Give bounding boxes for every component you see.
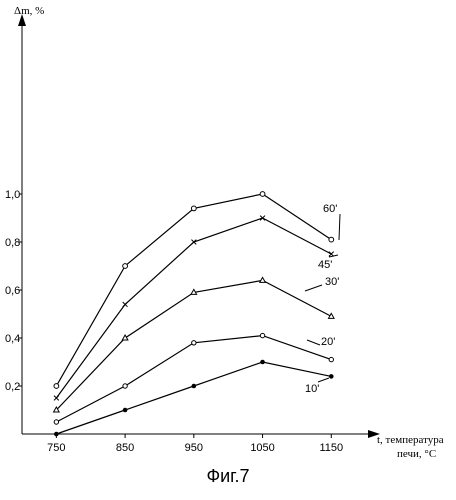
series-label: 45' [318,259,332,271]
y-tick-label: 0,8 [5,237,20,249]
data-point [123,302,128,307]
series-2: 45' [54,216,338,401]
x-tick-label: 750 [47,442,65,454]
data-point [123,384,127,388]
series-label-leader [305,285,322,291]
x-tick-label: 850 [116,442,134,454]
series-line [56,362,331,434]
y-tick-label: 0,4 [5,333,20,345]
figure-caption: Фиг.7 [0,466,456,487]
y-tick-label: 0,2 [5,381,20,393]
data-point [260,192,265,197]
series-1: 60' [54,192,340,389]
data-point [123,408,128,413]
series-label: 20' [321,336,335,348]
axes: Δm, % t, температура печи, °С [14,5,444,460]
data-point [54,432,59,437]
series-line [56,336,331,422]
series-label: 10' [305,383,319,395]
data-point [191,289,197,294]
data-point [260,333,264,337]
series-label: 60' [323,203,337,215]
x-tick-label: 1050 [250,442,274,454]
series-label-leader [307,340,320,345]
data-point [191,206,196,211]
data-point [329,357,333,361]
series-label-leader [318,378,329,382]
x-axis-title-line2: печи, °С [397,448,436,460]
data-point [260,360,265,365]
y-tick-label: 0,6 [5,285,20,297]
data-point [54,396,59,401]
series-5: 10' [54,360,334,437]
data-point [54,420,58,424]
data-point [328,313,334,318]
x-axis-title-line1: t, температура [377,434,444,446]
data-point [192,341,196,345]
series-4: 20' [54,333,335,424]
series-line [56,218,331,398]
ticks: 750 850 950 1050 1150 0,2 0,4 0,6 0,8 1,0 [5,189,343,454]
data-point [123,264,128,269]
data-point [329,237,334,242]
series-label-leader [339,214,340,240]
data-point [329,374,334,379]
series-label: 30' [325,276,339,288]
data-point [192,384,197,389]
data-point [54,384,59,389]
y-axis-title: Δm, % [14,5,44,17]
data-point [122,335,128,340]
y-tick-label: 1,0 [5,189,20,201]
x-tick-label: 950 [185,442,203,454]
x-tick-label: 1150 [319,442,343,454]
data-point [260,277,266,282]
series-group: 60' 45' 30' 20' 10' [54,192,340,437]
